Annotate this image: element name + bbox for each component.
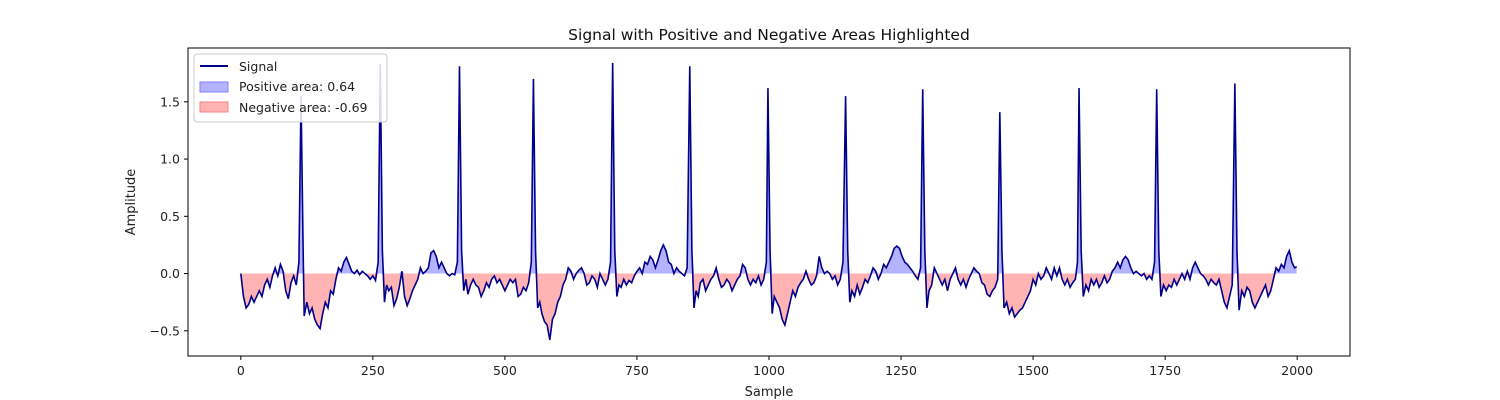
x-tick-label: 1000 bbox=[753, 363, 785, 378]
x-tick-label: 500 bbox=[493, 363, 517, 378]
y-tick-label: 0.5 bbox=[160, 209, 180, 224]
legend: Signal Positive area: 0.64 Negative area… bbox=[193, 53, 388, 123]
y-tick-label: 1.5 bbox=[160, 94, 180, 109]
legend-swatch-negative bbox=[199, 101, 229, 113]
y-tick-label: −0.5 bbox=[150, 323, 180, 338]
x-tick-label: 1500 bbox=[1017, 363, 1049, 378]
y-tick-label: 1.0 bbox=[160, 152, 180, 167]
x-tick-label: 1750 bbox=[1149, 363, 1181, 378]
x-tick-label: 750 bbox=[625, 363, 649, 378]
x-tick-label: 250 bbox=[361, 363, 385, 378]
legend-label-positive: Positive area: 0.64 bbox=[239, 79, 355, 94]
legend-swatch-positive bbox=[199, 81, 229, 93]
x-tick-label: 1250 bbox=[885, 363, 917, 378]
x-tick-label: 0 bbox=[237, 363, 245, 378]
y-axis-label: Amplitude bbox=[124, 169, 139, 236]
legend-box bbox=[193, 53, 388, 123]
legend-label-negative: Negative area: -0.69 bbox=[239, 100, 368, 115]
y-axis: −0.5 0.0 0.5 1.0 1.5 bbox=[150, 94, 188, 338]
x-tick-label: 2000 bbox=[1281, 363, 1313, 378]
chart-title: Signal with Positive and Negative Areas … bbox=[568, 26, 970, 44]
x-axis-label: Sample bbox=[745, 385, 794, 400]
x-axis: 0 250 500 750 1000 1250 1500 1750 2000 bbox=[237, 356, 1313, 378]
signal-line bbox=[240, 62, 1298, 341]
y-tick-label: 0.0 bbox=[160, 266, 180, 281]
legend-label-signal: Signal bbox=[239, 59, 277, 74]
